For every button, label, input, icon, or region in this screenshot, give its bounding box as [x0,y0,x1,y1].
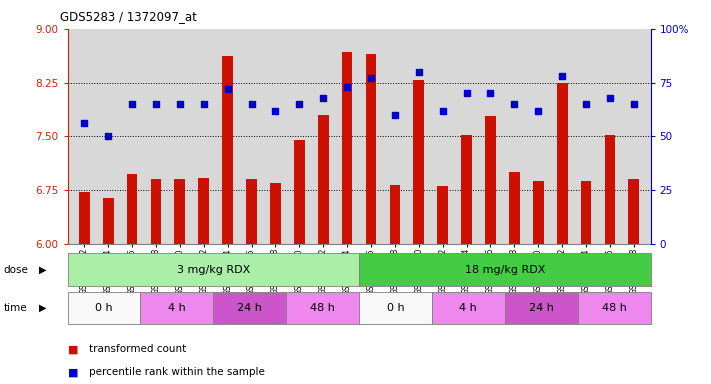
Bar [318,115,328,244]
Text: transformed count: transformed count [89,344,186,354]
Bar [505,292,578,324]
Bar [432,292,505,324]
Text: 24 h: 24 h [237,303,262,313]
Text: 3 mg/kg RDX: 3 mg/kg RDX [176,265,250,275]
Text: 48 h: 48 h [310,303,335,313]
Text: 4 h: 4 h [168,303,186,313]
Bar [413,80,424,244]
Point [269,108,281,114]
Bar [461,135,472,244]
Point [294,101,305,107]
Text: 0 h: 0 h [95,303,113,313]
Bar [287,292,359,324]
Text: 4 h: 4 h [459,303,477,313]
Point [485,90,496,96]
Point [222,86,233,92]
Bar [365,54,376,244]
Point [389,112,400,118]
Bar [103,198,114,244]
Bar [213,292,286,324]
Text: percentile rank within the sample: percentile rank within the sample [89,367,264,377]
Bar [223,56,233,244]
Bar [485,116,496,244]
Text: dose: dose [4,265,28,275]
Bar [151,179,161,244]
Point [127,101,138,107]
Bar [604,135,615,244]
Point [246,101,257,107]
Bar [533,181,544,244]
Bar [68,292,141,324]
Text: ■: ■ [68,344,78,354]
Point [150,101,161,107]
Text: time: time [4,303,27,313]
Bar [342,53,353,244]
Text: ▶: ▶ [39,303,47,313]
Point [318,94,329,101]
Point [198,101,210,107]
Text: 0 h: 0 h [387,303,405,313]
Point [79,120,90,126]
Bar [557,83,567,244]
Bar [629,179,639,244]
Text: 24 h: 24 h [529,303,554,313]
Point [341,84,353,90]
Text: 18 mg/kg RDX: 18 mg/kg RDX [464,265,545,275]
Bar [68,253,359,286]
Text: ■: ■ [68,367,78,377]
Bar [127,174,137,244]
Point [557,73,568,79]
Point [174,101,186,107]
Point [580,101,592,107]
Text: ▶: ▶ [39,265,47,275]
Point [604,94,616,101]
Bar [509,172,520,244]
Bar [246,179,257,244]
Bar [174,179,186,244]
Bar [359,253,651,286]
Bar [437,187,448,244]
Bar [578,292,651,324]
Bar [390,185,400,244]
Point [413,69,424,75]
Point [102,133,114,139]
Bar [198,178,209,244]
Point [461,90,472,96]
Point [533,108,544,114]
Point [508,101,520,107]
Point [628,101,639,107]
Bar [294,140,305,244]
Point [437,108,449,114]
Bar [359,292,432,324]
Bar [141,292,213,324]
Bar [79,192,90,244]
Text: GDS5283 / 1372097_at: GDS5283 / 1372097_at [60,10,198,23]
Bar [581,181,592,244]
Text: 48 h: 48 h [602,303,626,313]
Point [365,75,377,81]
Bar [270,183,281,244]
